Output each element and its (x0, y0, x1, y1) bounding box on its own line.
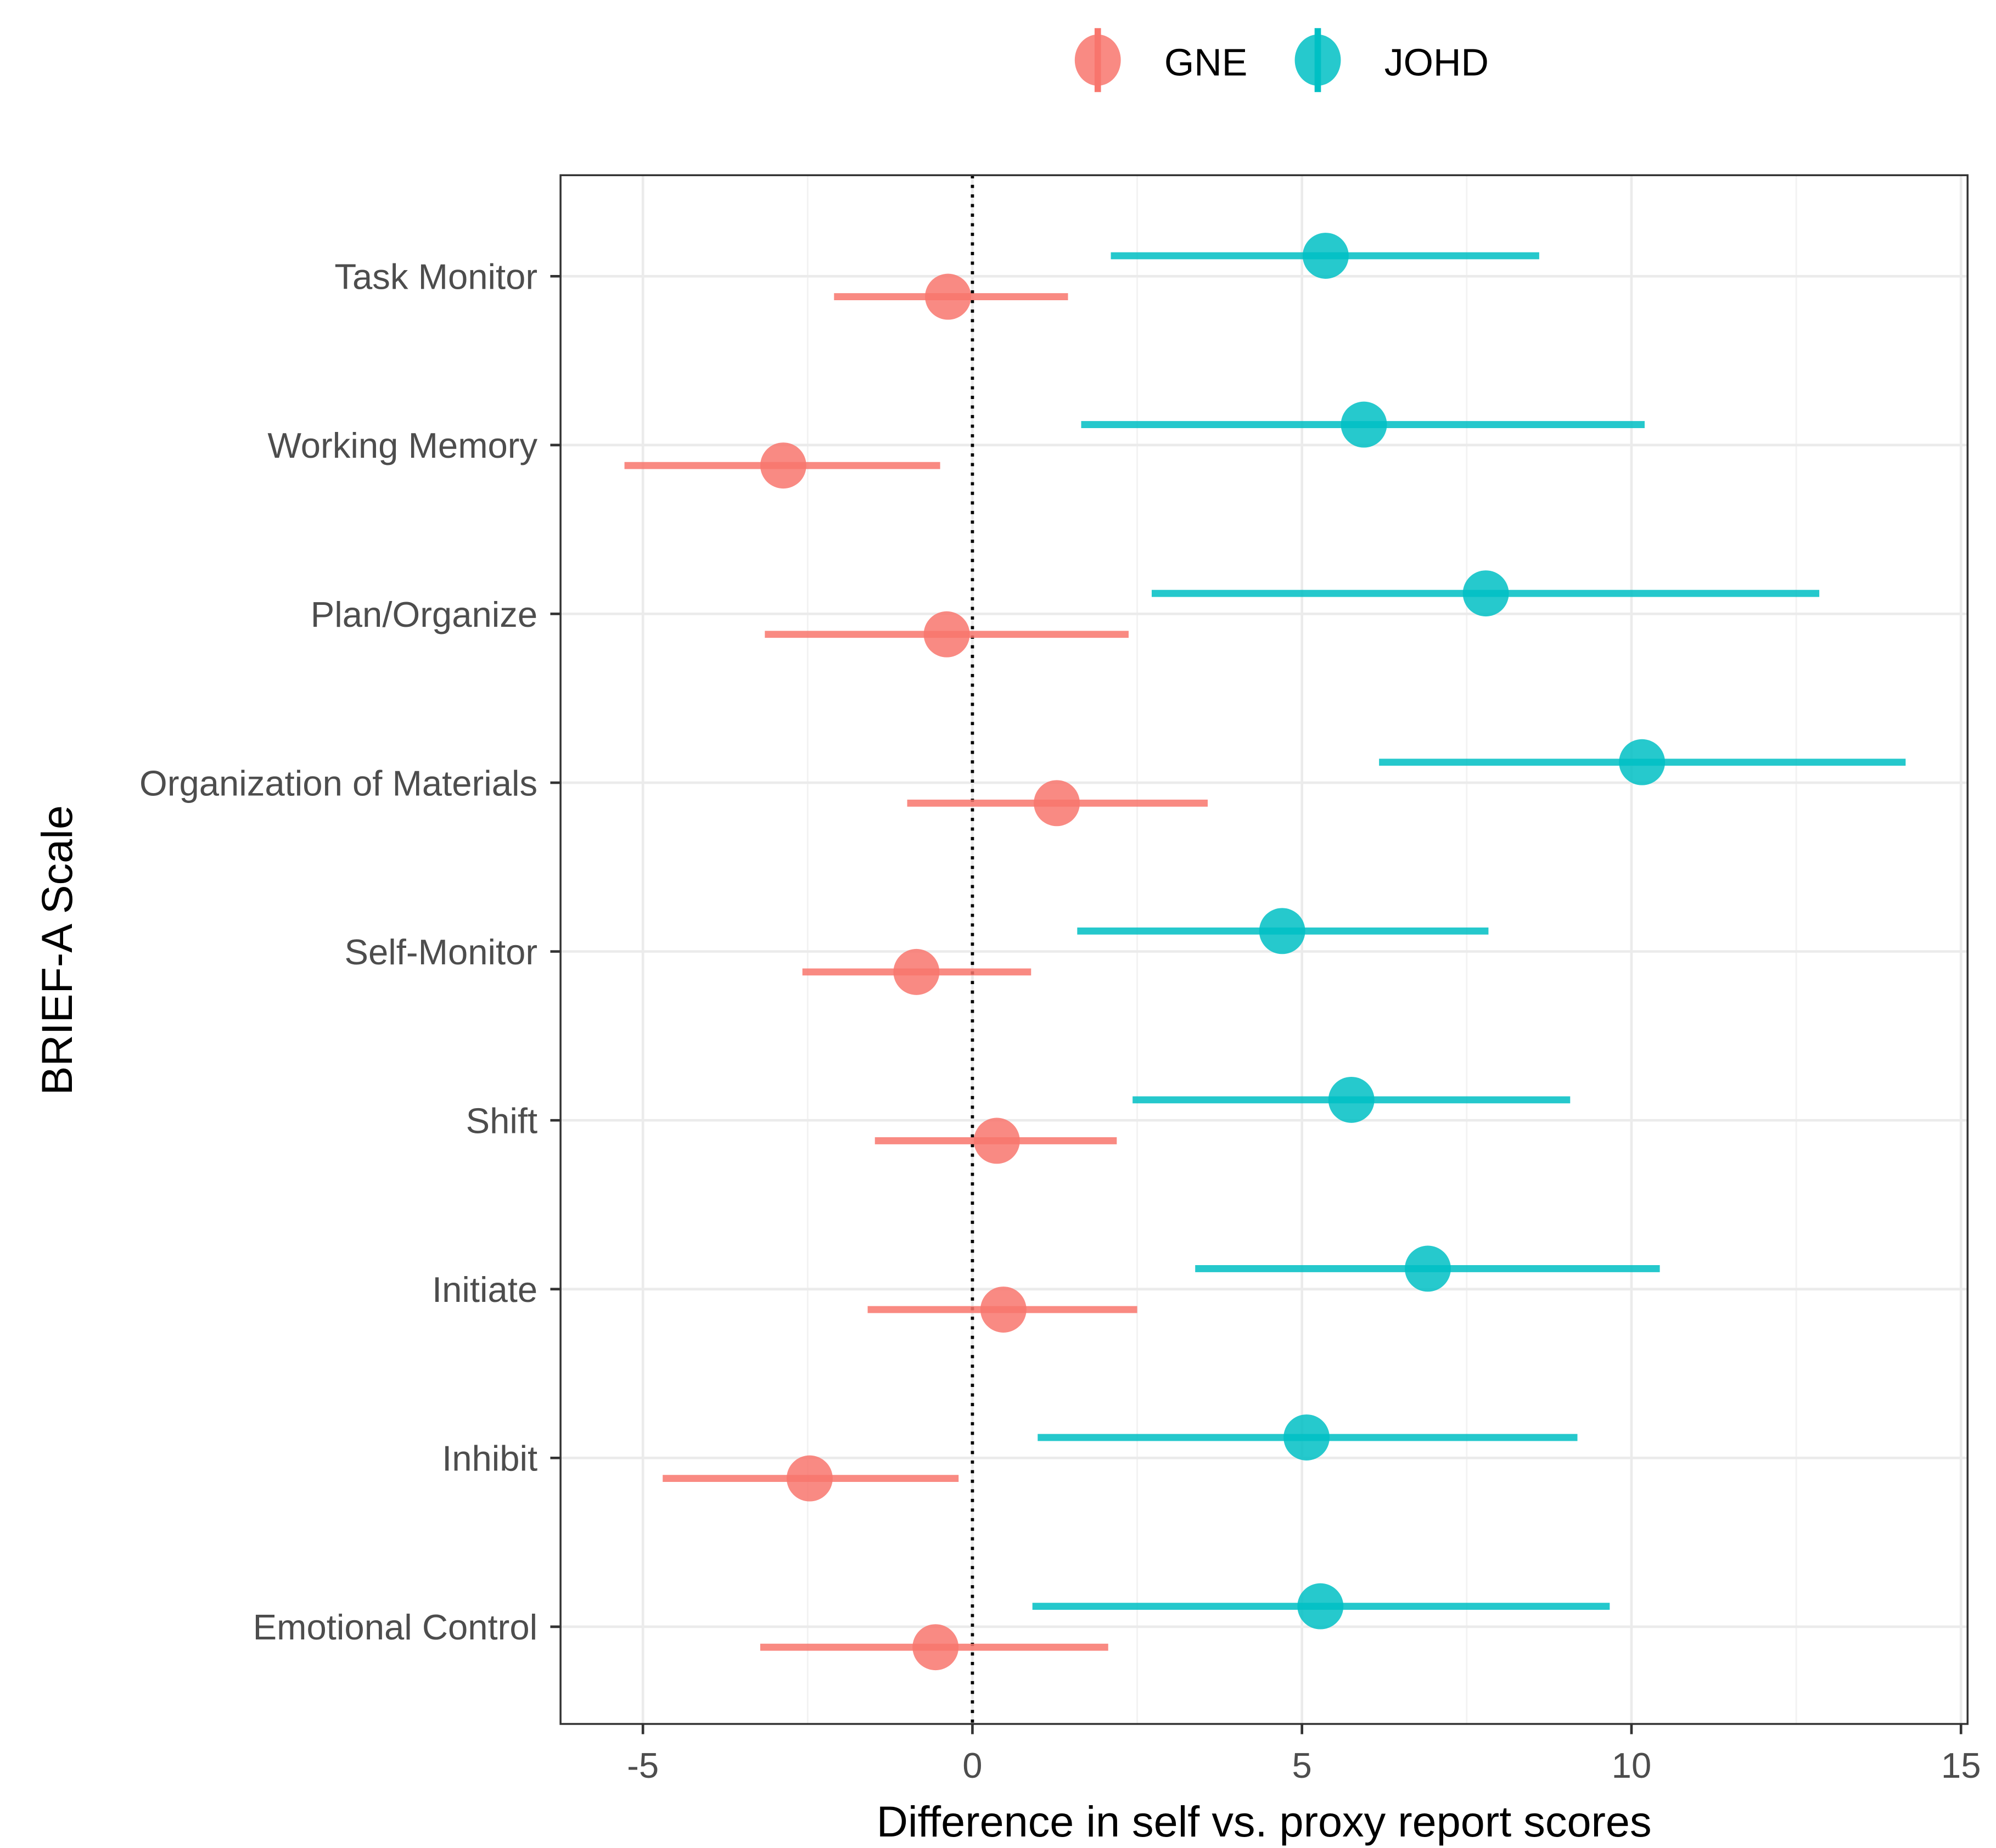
data-marks (624, 233, 1906, 1671)
point-gne (925, 273, 971, 320)
y-tick-label: Initiate (432, 1270, 537, 1310)
legend-label: GNE (1164, 41, 1247, 83)
x-tick-label: 5 (1292, 1745, 1312, 1785)
point-johd (1283, 1414, 1330, 1461)
x-axis-title: Difference in self vs. proxy report scor… (877, 1797, 1652, 1846)
point-gne (980, 1287, 1027, 1333)
x-tick-label: -5 (627, 1745, 659, 1785)
point-gne (912, 1624, 959, 1671)
point-johd (1259, 908, 1305, 954)
legend-label: JOHD (1384, 41, 1489, 83)
panel-border (559, 174, 1969, 1725)
y-tick-label: Working Memory (267, 425, 537, 465)
legend-key-point (1294, 34, 1341, 86)
y-tick-label: Plan/Organize (311, 594, 537, 634)
legend: GNE JOHD (1074, 28, 1489, 92)
axes: -5 0 5 10 15 Task Monitor Working Memory Plan/O… (139, 257, 1981, 1785)
point-gne (893, 948, 940, 995)
point-johd (1619, 739, 1666, 785)
legend-key-point (1074, 34, 1121, 86)
y-axis-title: BRIEF-A Scale (32, 805, 81, 1095)
x-tick-label: 10 (1612, 1745, 1652, 1785)
x-tick-label: 15 (1941, 1745, 1981, 1785)
grid (560, 175, 1968, 1724)
y-tick-label: Self-Monitor (345, 932, 538, 972)
x-tick-label: 0 (962, 1745, 982, 1785)
point-gne (786, 1455, 833, 1502)
y-tick-label: Task Monitor (334, 257, 537, 297)
point-gne (923, 611, 970, 658)
point-johd (1328, 1076, 1375, 1123)
point-gne (1034, 780, 1080, 827)
point-johd (1405, 1245, 1451, 1292)
point-gne (760, 442, 806, 489)
y-tick-label: Emotional Control (253, 1607, 538, 1647)
y-tick-label: Shift (466, 1100, 538, 1141)
y-tick-label: Inhibit (442, 1439, 537, 1479)
y-tick-label: Organization of Materials (139, 763, 537, 803)
point-johd (1462, 570, 1509, 617)
point-johd (1302, 233, 1349, 279)
point-johd (1297, 1583, 1344, 1630)
point-gne (973, 1117, 1020, 1164)
point-johd (1341, 401, 1387, 448)
